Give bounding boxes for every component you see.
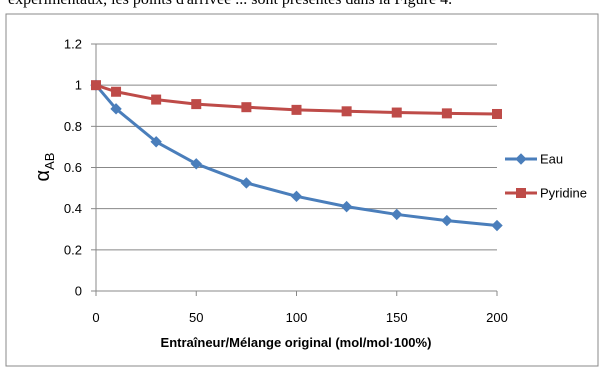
y-tick-label: 0.8 [64, 119, 82, 134]
data-point-pyridine [492, 108, 502, 119]
data-point-eau [190, 158, 202, 170]
series-line-eau [94, 84, 498, 228]
legend-marker-eau [515, 153, 527, 165]
x-tick-label: 50 [189, 310, 203, 325]
legend-item-pyridine: Pyridine [505, 186, 587, 201]
legend-item-eau: Eau [505, 152, 563, 167]
y-tick-label: 0 [75, 284, 82, 299]
data-point-pyridine [191, 99, 202, 110]
y-tick-label: 0.4 [64, 201, 82, 216]
y-tick-label: 1 [75, 78, 82, 93]
y-axis-title: αAB [32, 153, 57, 182]
y-tick-label: 0.2 [64, 242, 82, 257]
legend-marker-pyridine [516, 188, 526, 198]
series-pyridine [91, 80, 502, 119]
data-point-eau [340, 200, 353, 213]
data-point-eau [110, 103, 122, 115]
data-point-pyridine [151, 94, 162, 105]
gridlines [91, 43, 497, 292]
y-tick-labels: 0 0.2 0.4 0.6 0.8 1 1.2 [64, 37, 82, 299]
legend-label-pyridine: Pyridine [540, 186, 587, 201]
series-line-pyridine [95, 83, 498, 116]
data-point-eau [290, 190, 303, 203]
legend: Eau Pyridine [505, 152, 587, 201]
data-point-pyridine [91, 80, 101, 91]
y-tick-label: 1.2 [64, 37, 82, 52]
data-point-pyridine [241, 102, 252, 113]
x-tick-label: 200 [486, 310, 508, 325]
chart-border [5, 13, 599, 367]
x-tick-labels: 0 50 100 150 200 [92, 291, 508, 325]
series-eau [90, 79, 503, 232]
x-tick-label: 150 [386, 310, 408, 325]
data-point-eau [391, 208, 403, 221]
series-group [90, 79, 503, 232]
data-point-pyridine [441, 108, 452, 119]
data-point-eau [441, 214, 453, 227]
data-point-eau [491, 219, 503, 232]
data-point-pyridine [341, 106, 352, 117]
y-axis-title-main: α [32, 170, 54, 182]
data-point-pyridine [111, 86, 122, 97]
data-point-eau [240, 177, 253, 189]
data-point-pyridine [391, 107, 402, 118]
y-tick-label: 0.6 [64, 160, 82, 175]
x-axis-title: Entraîneur/Mélange original (mol/mol·100… [161, 335, 432, 350]
x-tick-label: 100 [286, 310, 308, 325]
legend-label-eau: Eau [540, 152, 563, 167]
data-point-pyridine [291, 104, 302, 115]
x-tick-label: 0 [92, 310, 99, 325]
data-point-eau [150, 136, 162, 148]
y-axis-title-sub: AB [42, 153, 57, 170]
cropped-header-text: expérimentaux, les points d'arrivée ... … [0, 0, 606, 9]
